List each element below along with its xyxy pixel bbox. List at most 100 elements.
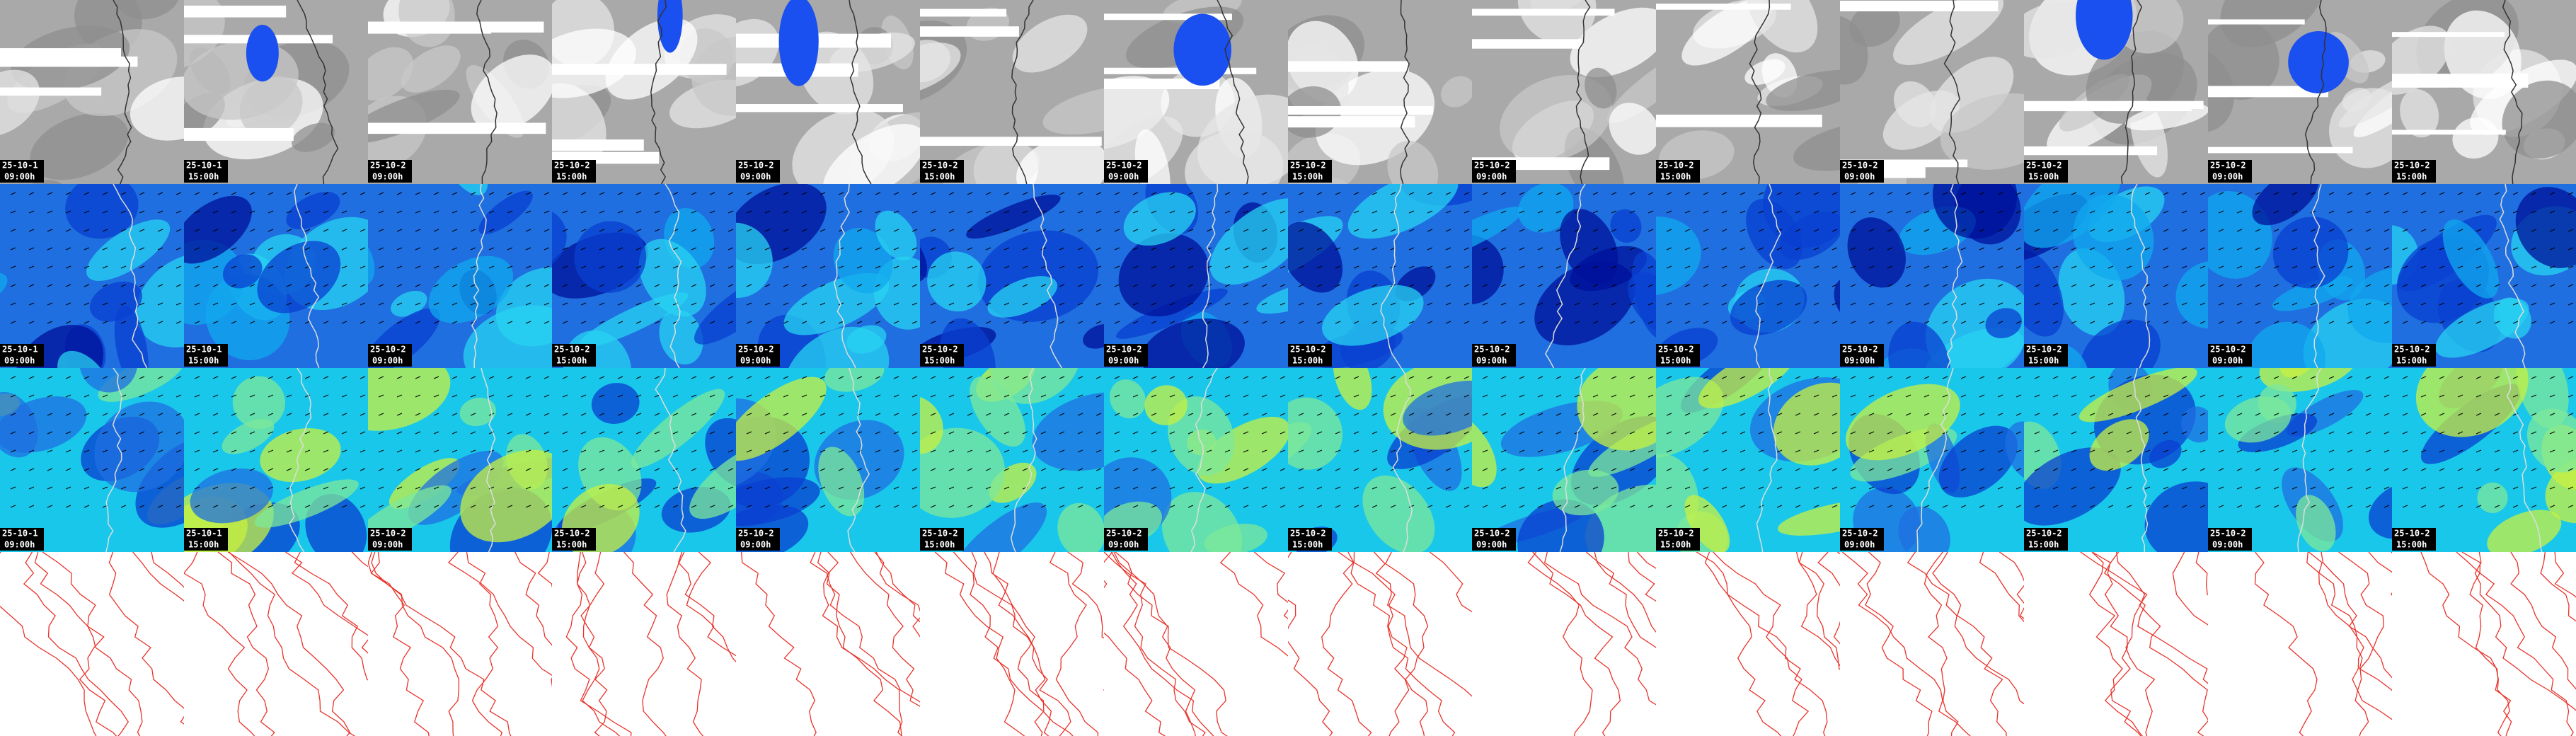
wind-barb — [47, 486, 53, 490]
wind-barb — [1979, 321, 1985, 324]
wind-barb — [709, 486, 715, 490]
wind-barb — [1206, 468, 1212, 471]
wind-barb — [654, 486, 660, 490]
wind-barb — [838, 394, 844, 398]
wind-barb — [801, 192, 807, 195]
wind-barb — [1427, 229, 1433, 232]
wind-barb — [544, 468, 550, 471]
wind-barb — [2420, 210, 2427, 214]
wind-barb — [580, 394, 587, 398]
wind-barb — [1721, 210, 1727, 214]
wind-barb — [1114, 431, 1120, 435]
wind-barb — [2402, 321, 2408, 324]
coastline — [665, 184, 682, 368]
wind-barb — [948, 394, 955, 398]
wind-barb — [304, 486, 311, 490]
wind-barb — [1243, 229, 1249, 232]
wind-barb — [893, 376, 899, 379]
map-panel: 25-10-209:00h — [736, 0, 920, 184]
wind-barb — [2089, 394, 2095, 398]
field-blob — [736, 222, 773, 299]
wind-barb — [1408, 431, 1415, 435]
wind-barb — [323, 376, 329, 379]
wind-barb — [286, 210, 292, 214]
wind-barb — [1684, 210, 1691, 214]
wind-barb — [212, 321, 219, 324]
wind-barb — [120, 284, 127, 287]
cloud-band — [2392, 32, 2505, 38]
map-panel: 25-10-215:00h — [1288, 184, 1472, 368]
field-blob — [1552, 469, 1619, 516]
wind-barb — [2494, 229, 2500, 232]
wind-barb — [1114, 284, 1120, 287]
wind-barb — [488, 321, 495, 324]
field-blob — [1057, 502, 1104, 552]
field-blob — [1585, 484, 1656, 552]
wind-barb — [893, 413, 899, 416]
wind-barb — [912, 413, 918, 416]
wind-barb — [2016, 449, 2022, 453]
wind-barb — [2457, 431, 2463, 435]
wind-barb — [801, 449, 807, 453]
field-blob — [2073, 194, 2154, 281]
wind-barb — [2531, 229, 2537, 232]
coastline — [1545, 184, 1586, 368]
wind-barb — [1611, 229, 1617, 232]
wind-barb — [2512, 229, 2519, 232]
field-blob — [1925, 278, 2024, 368]
wind-barb — [1096, 413, 1102, 416]
wind-barb — [746, 265, 752, 269]
wind-barb — [783, 376, 789, 379]
wind-barb — [562, 468, 568, 471]
wind-barb — [691, 321, 697, 324]
wind-barb — [2402, 449, 2408, 453]
isobar — [229, 552, 356, 736]
wind-barb — [1611, 265, 1617, 269]
wind-barb — [1666, 302, 1672, 306]
wind-barb — [2365, 247, 2371, 251]
wind-barb — [1887, 431, 1893, 435]
wind-barb — [2439, 431, 2445, 435]
wind-barb — [1684, 486, 1691, 490]
panel-background — [2208, 552, 2392, 736]
wind-barb — [893, 468, 899, 471]
wind-barb — [194, 210, 200, 214]
wind-barb — [1813, 247, 1819, 251]
wind-barb — [2016, 431, 2022, 435]
wind-barb — [820, 265, 826, 269]
wind-barb — [1629, 210, 1635, 214]
wind-barb — [709, 449, 715, 453]
wind-barb — [1960, 413, 1967, 416]
time-label: 09:00h — [1476, 356, 1507, 366]
wind-barb — [194, 449, 200, 453]
wind-barb — [1316, 413, 1323, 416]
wind-barb — [728, 486, 734, 490]
wind-barb — [176, 376, 182, 379]
time-label: 15:00h — [1660, 172, 1691, 182]
wind-barb — [1114, 265, 1120, 269]
wind-barb — [1537, 229, 1543, 232]
wind-barb — [341, 210, 347, 214]
map-panel: 25-10-215:00h — [920, 184, 1104, 368]
map-panel — [0, 552, 184, 736]
wind-barb — [47, 376, 53, 379]
wind-barb — [488, 394, 495, 398]
date-label: 25-10-2 — [2026, 345, 2062, 355]
wind-barb — [1629, 229, 1635, 232]
wind-barb — [654, 302, 660, 306]
wind-barb — [415, 468, 421, 471]
cloud-band — [920, 8, 1007, 17]
wind-barb — [2089, 265, 2095, 269]
wind-barb — [2549, 468, 2555, 471]
wind-barb — [1445, 247, 1451, 251]
wind-barb — [2126, 505, 2132, 508]
field-blob — [190, 468, 273, 524]
wind-barb — [194, 265, 200, 269]
wind-barb — [488, 247, 495, 251]
isobar — [132, 552, 184, 602]
map-panel: 25-10-209:00h — [1104, 368, 1288, 552]
wind-barb — [1832, 394, 1838, 398]
wind-barb — [2476, 265, 2482, 269]
wind-barb — [396, 247, 403, 251]
wind-barb — [1188, 284, 1194, 287]
